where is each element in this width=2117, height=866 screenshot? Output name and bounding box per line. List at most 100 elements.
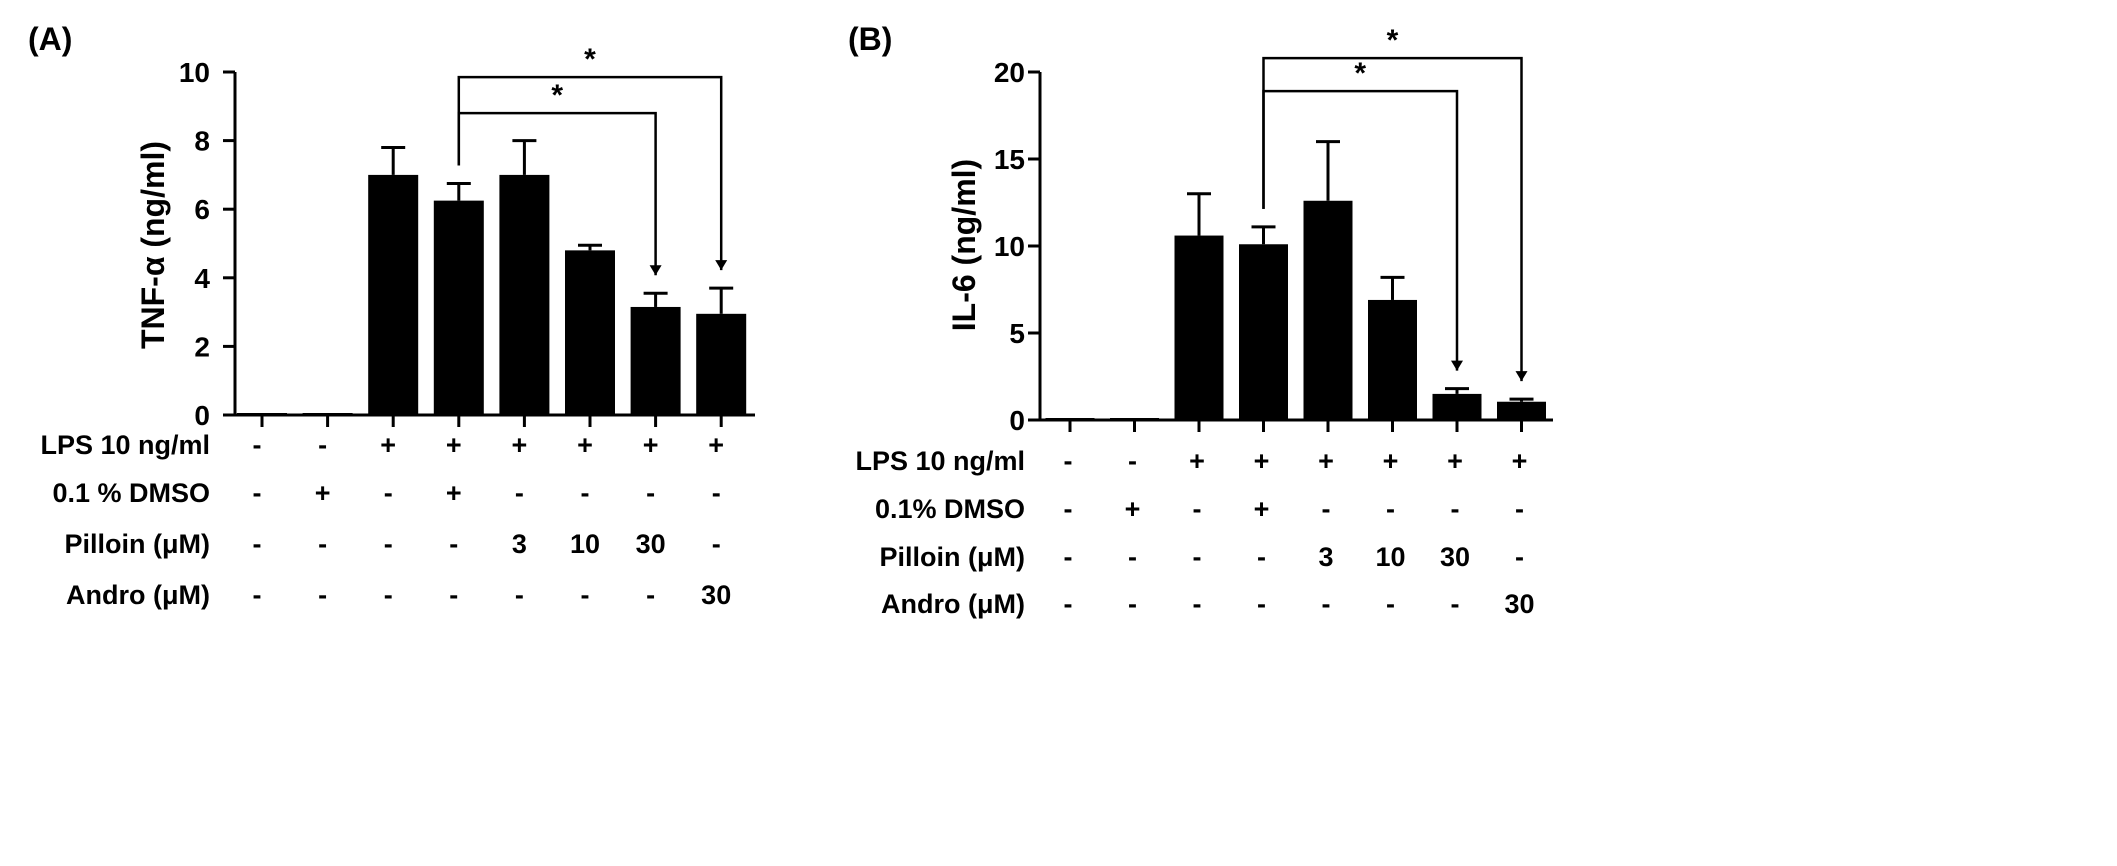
condition-value: + [708, 430, 724, 460]
condition-value: - [1193, 542, 1202, 572]
condition-label: Andro (μM) [66, 580, 210, 610]
bar [499, 174, 550, 415]
condition-label: Pilloin (μM) [880, 542, 1026, 572]
condition-value: - [384, 529, 393, 559]
condition-value: - [1257, 542, 1266, 572]
condition-value: - [1451, 494, 1460, 524]
bar [1174, 235, 1224, 420]
condition-value: 30 [701, 580, 731, 610]
condition-value: - [253, 529, 262, 559]
condition-value: 30 [1440, 542, 1470, 572]
y-tick-label: 15 [994, 144, 1025, 175]
condition-value: - [318, 529, 327, 559]
condition-value: - [318, 580, 327, 610]
condition-label: LPS 10 ng/ml [855, 446, 1025, 476]
condition-value: + [577, 430, 593, 460]
significance-star: * [584, 43, 596, 76]
bar [1045, 418, 1095, 420]
y-tick-label: 0 [1009, 405, 1025, 436]
condition-value: + [1125, 494, 1141, 524]
condition-value: - [1193, 494, 1202, 524]
panel-a-tnf-alpha: (A) TNF-α (ng/ml) 0 2 4 6 8 10 * * LPS 10 ng/ml - - +… [28, 21, 755, 610]
condition-value: - [1193, 589, 1202, 619]
significance-arrowhead [1451, 360, 1463, 371]
bar [237, 413, 287, 415]
condition-value: - [515, 580, 524, 610]
condition-value: - [646, 580, 655, 610]
condition-value: - [581, 478, 590, 508]
condition-value: - [384, 478, 393, 508]
significance-arrowhead [1515, 371, 1528, 382]
condition-value: 10 [570, 529, 600, 559]
bar [1497, 401, 1546, 420]
panel-label: (A) [28, 21, 72, 57]
condition-value: - [253, 580, 262, 610]
bar [630, 306, 681, 415]
y-tick-label: 5 [1009, 318, 1025, 349]
condition-value: - [1064, 589, 1073, 619]
significance-arrowhead [715, 260, 728, 271]
condition-value: + [446, 478, 462, 508]
condition-value: - [712, 529, 721, 559]
y-tick-label: 2 [194, 331, 210, 362]
condition-value: 30 [636, 529, 666, 559]
condition-value: + [1447, 446, 1463, 476]
condition-value: - [1515, 542, 1524, 572]
bar [368, 174, 419, 415]
condition-label: Andro (μM) [881, 589, 1025, 619]
y-tick-label: 0 [194, 400, 210, 431]
bar [302, 413, 353, 415]
bar [1432, 393, 1482, 420]
condition-value: - [1064, 494, 1073, 524]
condition-value: - [449, 529, 458, 559]
y-tick-label: 4 [194, 263, 210, 294]
significance-star: * [1387, 24, 1399, 57]
panel-label: (B) [848, 21, 892, 57]
condition-value: 3 [1318, 542, 1333, 572]
condition-value: - [1064, 446, 1073, 476]
condition-value: - [384, 580, 393, 610]
condition-label: LPS 10 ng/ml [40, 430, 210, 460]
condition-value: 10 [1375, 542, 1405, 572]
significance-arrowhead [649, 265, 662, 276]
condition-value: + [512, 430, 528, 460]
condition-value: 30 [1504, 589, 1534, 619]
y-axis-title: IL-6 (ng/ml) [946, 159, 982, 331]
panel-b-il-6: (B) IL-6 (ng/ml) 0 5 10 15 20 * * LPS 10 ng/ml - - +… [848, 21, 1553, 619]
condition-value: - [253, 430, 262, 460]
bar [1110, 418, 1159, 420]
condition-value: + [1254, 494, 1270, 524]
y-axis-title: TNF-α (ng/ml) [135, 141, 171, 349]
bar [1239, 244, 1288, 420]
condition-value: - [449, 580, 458, 610]
condition-value: - [1128, 542, 1137, 572]
significance-bracket [1262, 56, 1523, 382]
condition-value: + [643, 430, 659, 460]
condition-value: - [712, 478, 721, 508]
y-tick-label: 8 [194, 126, 210, 157]
significance-bracket [457, 75, 723, 271]
condition-value: + [1318, 446, 1334, 476]
significance-bracket [1262, 89, 1459, 371]
condition-value: 3 [512, 529, 527, 559]
condition-value: + [1254, 446, 1270, 476]
condition-value: - [1451, 589, 1460, 619]
condition-label: Pilloin (μM) [65, 529, 211, 559]
bar [565, 250, 615, 415]
condition-value: - [515, 478, 524, 508]
condition-value: - [1386, 589, 1395, 619]
condition-value: - [1322, 589, 1331, 619]
y-tick-label: 10 [994, 231, 1025, 262]
condition-value: + [1189, 446, 1205, 476]
condition-value: + [1512, 446, 1528, 476]
condition-value: - [1386, 494, 1395, 524]
condition-value: - [1128, 446, 1137, 476]
condition-value: - [1064, 542, 1073, 572]
condition-label: 0.1 % DMSO [52, 478, 210, 508]
y-tick-label: 20 [994, 57, 1025, 88]
significance-bracket [457, 111, 657, 276]
condition-value: - [1515, 494, 1524, 524]
condition-value: - [1128, 589, 1137, 619]
bar [696, 313, 747, 415]
